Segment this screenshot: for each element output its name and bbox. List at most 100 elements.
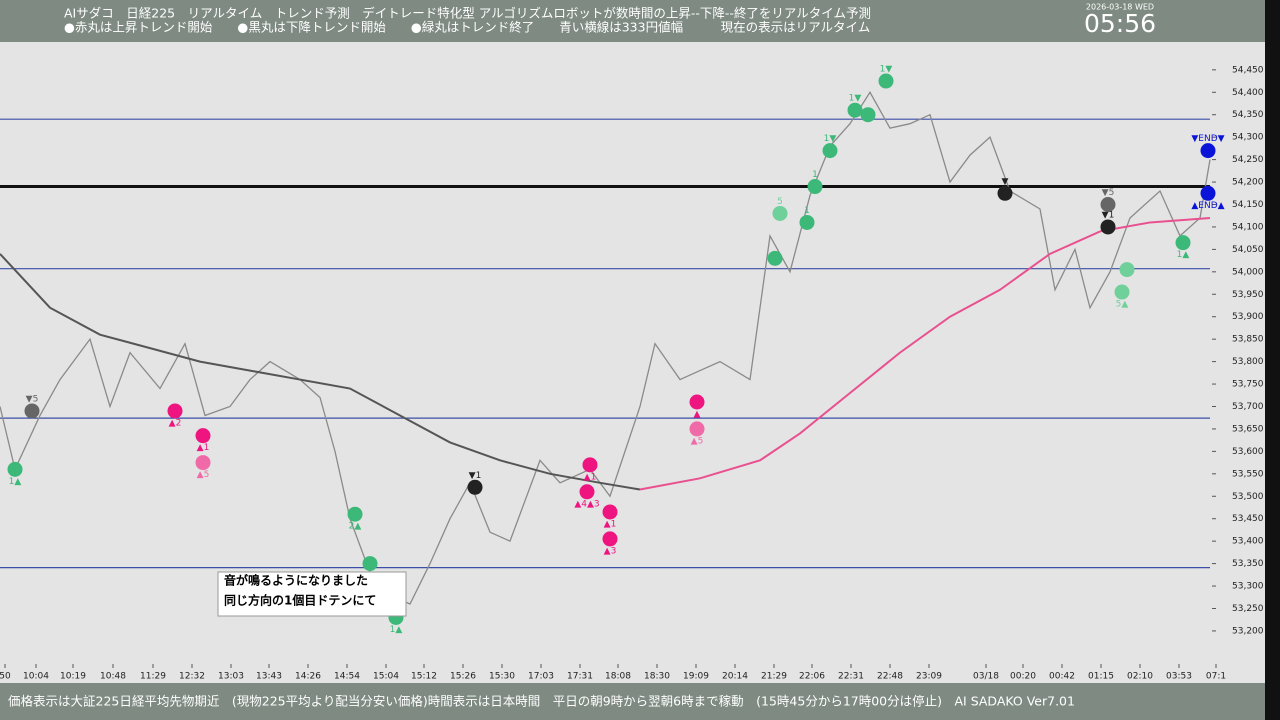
series-line bbox=[0, 253, 641, 491]
signal-label: ▲1 bbox=[584, 472, 597, 482]
signal bbox=[467, 479, 483, 495]
signal-label: 1▼ bbox=[824, 134, 837, 144]
signal-label: 1▲ bbox=[390, 625, 403, 635]
x-tick-label: 00:20 bbox=[1010, 672, 1036, 682]
signal bbox=[579, 484, 595, 500]
signal-label: 1 bbox=[804, 206, 810, 216]
note-box bbox=[217, 571, 407, 617]
x-tick-label: 10:19 bbox=[60, 672, 86, 682]
signal bbox=[1175, 235, 1191, 251]
signal-label: 1▲ bbox=[9, 477, 22, 487]
signal-label: 1▼ bbox=[849, 94, 862, 104]
y-tick-label: 54,450 bbox=[1232, 65, 1264, 75]
y-tick-label: 53,350 bbox=[1232, 559, 1264, 569]
y-tick-label: 53,800 bbox=[1232, 357, 1264, 367]
x-tick-label: 12:32 bbox=[179, 672, 205, 682]
series-line bbox=[0, 91, 1211, 605]
signal-label: 1▼ bbox=[880, 65, 893, 75]
y-tick-label: 53,200 bbox=[1232, 626, 1264, 636]
header-line: ●赤丸は上昇トレンド開始 ●黒丸は下降トレンド開始 ●緑丸はトレンド終了 青い横… bbox=[64, 20, 870, 35]
header-line: AIサダコ 日経225 リアルタイム トレンド予測 デイトレード特化型 アルゴリ… bbox=[64, 6, 871, 21]
signal bbox=[822, 143, 838, 159]
x-tick-label: 17:31 bbox=[567, 672, 593, 682]
y-tick-label: 54,300 bbox=[1232, 133, 1264, 143]
x-tick-label: 21:29 bbox=[761, 672, 787, 682]
y-tick-label: 53,550 bbox=[1232, 469, 1264, 479]
y-tick-label: 53,400 bbox=[1232, 537, 1264, 547]
x-tick-label: 14:54 bbox=[334, 672, 360, 682]
x-tick-label: 14:26 bbox=[295, 672, 321, 682]
y-tick-label: 54,350 bbox=[1232, 110, 1264, 120]
signal bbox=[997, 185, 1013, 201]
y-tick-label: 54,100 bbox=[1232, 222, 1264, 232]
signal bbox=[860, 107, 876, 123]
x-tick-label: 50 bbox=[0, 672, 11, 682]
signal bbox=[847, 102, 863, 118]
y-tick-label: 53,750 bbox=[1232, 380, 1264, 390]
footer-bar bbox=[0, 683, 1280, 720]
y-tick-label: 53,700 bbox=[1232, 402, 1264, 412]
signal bbox=[1200, 185, 1216, 201]
signal-label: ▲ bbox=[694, 410, 701, 420]
y-tick-label: 54,000 bbox=[1232, 267, 1264, 277]
x-tick-label: 18:30 bbox=[644, 672, 670, 682]
x-tick-label: 11:29 bbox=[140, 672, 166, 682]
clock: 05:56 bbox=[1084, 9, 1156, 38]
y-tick-label: 53,450 bbox=[1232, 514, 1264, 524]
signal bbox=[689, 394, 705, 410]
note-text: 同じ方向の1個目ドテンにて bbox=[224, 593, 376, 608]
signal bbox=[1200, 143, 1216, 159]
signal-label: ▼END▼ bbox=[1191, 134, 1224, 144]
edge bbox=[1265, 0, 1280, 720]
x-tick-label: 18:08 bbox=[605, 672, 631, 682]
signal-label: ▼5 bbox=[26, 394, 39, 404]
signal-label: ▲1 bbox=[197, 443, 210, 453]
signal bbox=[767, 250, 783, 266]
y-tick-label: 53,250 bbox=[1232, 604, 1264, 614]
x-tick-label: 01:15 bbox=[1088, 672, 1114, 682]
footer-text: 価格表示は大証225日経平均先物期近 (現物225平均より配当分安い価格)時間表… bbox=[8, 694, 1075, 709]
signal-label: ▲3 bbox=[604, 546, 617, 556]
x-tick-label: 22:48 bbox=[877, 672, 903, 682]
signal bbox=[362, 556, 378, 572]
x-tick-label: 15:04 bbox=[373, 672, 399, 682]
signal-label: ▼5 bbox=[1102, 188, 1115, 198]
y-tick-label: 53,650 bbox=[1232, 424, 1264, 434]
x-tick-label: 13:43 bbox=[256, 672, 282, 682]
signal-label: 2▲ bbox=[349, 522, 362, 532]
y-tick-label: 53,950 bbox=[1232, 290, 1264, 300]
signal-label: ▲4▲3 bbox=[574, 499, 599, 509]
x-tick-label: 20:14 bbox=[722, 672, 748, 682]
plot: 54,450 54,400 54,350 54,300 54,250 54,200 54,1… bbox=[0, 65, 1264, 682]
y-tick-label: 53,600 bbox=[1232, 447, 1264, 457]
signal bbox=[1100, 196, 1116, 212]
signal-label: ▲5 bbox=[197, 470, 210, 480]
x-tick-label: 03:53 bbox=[1166, 672, 1192, 682]
signal bbox=[772, 205, 788, 221]
signal-label: 1 bbox=[812, 170, 818, 180]
signal bbox=[689, 421, 705, 437]
y-tick-label: 54,400 bbox=[1232, 88, 1264, 98]
x-tick-label: 10:48 bbox=[100, 672, 126, 682]
signal bbox=[602, 504, 618, 520]
x-tick-label: 15:12 bbox=[411, 672, 437, 682]
signal-label: ▼1 bbox=[469, 471, 482, 481]
signal-label: ▼ bbox=[1002, 177, 1009, 187]
x-tick-label: 10:04 bbox=[23, 672, 49, 682]
signal-label: ▲END▲ bbox=[1191, 201, 1224, 211]
y-tick-label: 54,200 bbox=[1232, 178, 1264, 188]
signal bbox=[195, 428, 211, 444]
signal bbox=[1119, 262, 1135, 278]
x-tick-label: 15:30 bbox=[489, 672, 515, 682]
signal-label: 5 bbox=[777, 197, 783, 207]
x-tick-label: 00:42 bbox=[1049, 672, 1075, 682]
x-tick-label: 19:09 bbox=[683, 672, 709, 682]
x-tick-label: 13:03 bbox=[218, 672, 244, 682]
signal-label: ▲5 bbox=[691, 436, 704, 446]
signal bbox=[878, 73, 894, 89]
y-tick-label: 53,500 bbox=[1232, 492, 1264, 502]
y-tick-label: 53,900 bbox=[1232, 312, 1264, 322]
signal bbox=[195, 455, 211, 471]
